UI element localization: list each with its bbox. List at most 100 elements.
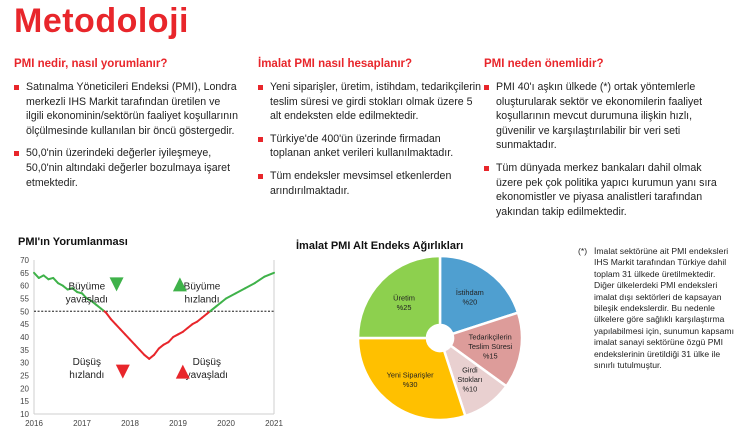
slice-name-label: Girdi [462,366,478,375]
line-segment-above-50 [81,292,88,300]
column-heading: İmalat PMI nasıl hesaplanır? [258,58,413,70]
line-segment-above-50 [61,284,69,291]
bullet-item: 50,0'nin üzerindeki değerler iyileşmeye,… [14,146,240,190]
line-segment-above-50 [253,275,266,285]
column-pmi-calculation: İmalat PMI nasıl hesaplanır? Yeni sipari… [258,58,484,206]
annotation-label: yavaşladı [66,295,108,306]
pmi-line-chart: 10 15 20 25 30 35 40 45 50 55 60 65 70 2016 2017 2018 20… [20,256,283,428]
donut-slice [356,336,467,422]
slice-value-label: %25 [397,303,412,312]
annotation-label: Düşüş [73,357,101,368]
line-segment-above-50 [95,303,103,310]
line-segment-below-50 [105,311,112,321]
slice-name-label: Tedarikçilerin [469,332,512,341]
y-tick-label: 35 [20,346,29,355]
line-segment-below-50 [124,333,131,341]
column-pmi-definition: PMI nedir, nasıl yorumlanır? Satınalma Y… [14,58,240,198]
bullet-item: Türkiye'de 400'ün üzerinde firmadan topl… [258,132,484,161]
footnote-text: İmalat sektörüne ait PMI endeksleri IHS … [594,246,734,371]
line-segment-above-50 [263,271,275,278]
line-segment-below-50 [129,338,136,346]
x-tick-label: 2021 [265,419,283,428]
line-segment-above-50 [52,276,59,285]
triangle-up-icon [175,364,190,379]
line-segment-below-50 [148,353,155,360]
column-pmi-importance: PMI neden önemlidir? PMI 40'ı aşkın ülke… [484,58,724,227]
slice-name-label: Stokları [457,375,482,384]
line-segment-above-50 [234,287,247,295]
triangle-down-icon [115,364,130,379]
donut-chart-title: İmalat PMI Alt Endeks Ağırlıkları [296,240,464,252]
y-tick-label: 40 [20,333,29,342]
line-segment-below-50 [114,323,122,331]
bullet-item: Satınalma Yöneticileri Endeksi (PMI), Lo… [14,80,240,138]
line-segment-below-50 [143,353,151,360]
line-segment-above-50 [215,301,223,308]
y-tick-label: 20 [20,384,29,393]
donut-slice [356,254,442,340]
y-tick-label: 10 [20,410,29,419]
x-tick-label: 2019 [169,419,187,428]
donut-slice [438,254,520,336]
slice-name-label: Üretim [393,293,415,302]
triangle-down-icon [109,277,124,292]
line-segment-below-50 [196,316,203,323]
y-tick-label: 50 [20,307,29,316]
line-segment-below-50 [167,336,175,344]
y-tick-label: 25 [20,372,29,381]
bullet-item: Tüm dünyada merkez bankaları dahil olmak… [484,161,724,219]
line-segment-above-50 [42,274,50,281]
annotation-label: hızlandı [69,370,104,381]
column-heading: PMI nedir, nasıl yorumlanır? [14,58,168,70]
slice-name-label: İstihdam [456,288,484,297]
line-segment-below-50 [181,327,189,333]
bullet-item: Tüm endeksler mevsimsel etkenlerden arın… [258,169,484,198]
y-tick-label: 65 [20,269,29,278]
triangle-up-icon [172,277,187,292]
line-segment-below-50 [133,343,141,351]
footnote-mark: (*) [578,246,588,256]
line-segment-below-50 [109,318,117,326]
slice-name-label: Teslim Süresi [468,342,512,351]
line-segment-above-50 [90,300,98,306]
annotation-label: Büyüme [184,282,221,293]
y-tick-label: 70 [20,256,29,265]
slice-value-label: %10 [462,385,477,394]
footnote: (*) İmalat sektörüne ait PMI endeksleri … [578,246,734,371]
bullet-item: Yeni siparişler, üretim, istihdam, tedar… [258,80,484,124]
y-tick-label: 55 [20,295,29,304]
slice-value-label: %15 [483,351,498,360]
annotation-label: hızlandı [184,295,219,306]
x-tick-label: 2017 [73,419,91,428]
x-tick-label: 2020 [217,419,235,428]
slice-name-label: Yeni Siparişler [387,370,435,379]
pmi-chart-title: PMI'ın Yorumlanması [18,236,128,248]
line-segment-above-50 [225,292,237,300]
slice-value-label: %30 [403,380,418,389]
annotation-label: yavaşladı [186,370,228,381]
column-heading: PMI neden önemlidir? [484,58,604,70]
x-tick-label: 2018 [121,419,139,428]
line-segment-above-50 [33,271,40,279]
line-segment-above-50 [220,297,227,304]
annotation-label: Düşüş [193,357,221,368]
y-tick-label: 15 [20,397,29,406]
y-tick-label: 30 [20,359,29,368]
page-title: Metodoloji [14,2,189,40]
donut-slice [448,311,524,388]
line-segment-below-50 [138,348,146,356]
line-segment-above-50 [244,282,256,290]
annotation-label: Büyüme [68,282,105,293]
slice-value-label: %20 [462,298,477,307]
line-segment-below-50 [186,323,194,330]
line-segment-below-50 [201,312,208,319]
x-tick-label: 2016 [25,419,43,428]
line-segment-above-50 [71,287,79,294]
line-segment-above-50 [210,305,218,312]
line-segment-below-50 [157,343,165,350]
y-tick-label: 60 [20,282,29,291]
line-segment-below-50 [153,347,160,356]
y-tick-label: 45 [20,320,29,329]
line-segment-below-50 [119,328,127,336]
